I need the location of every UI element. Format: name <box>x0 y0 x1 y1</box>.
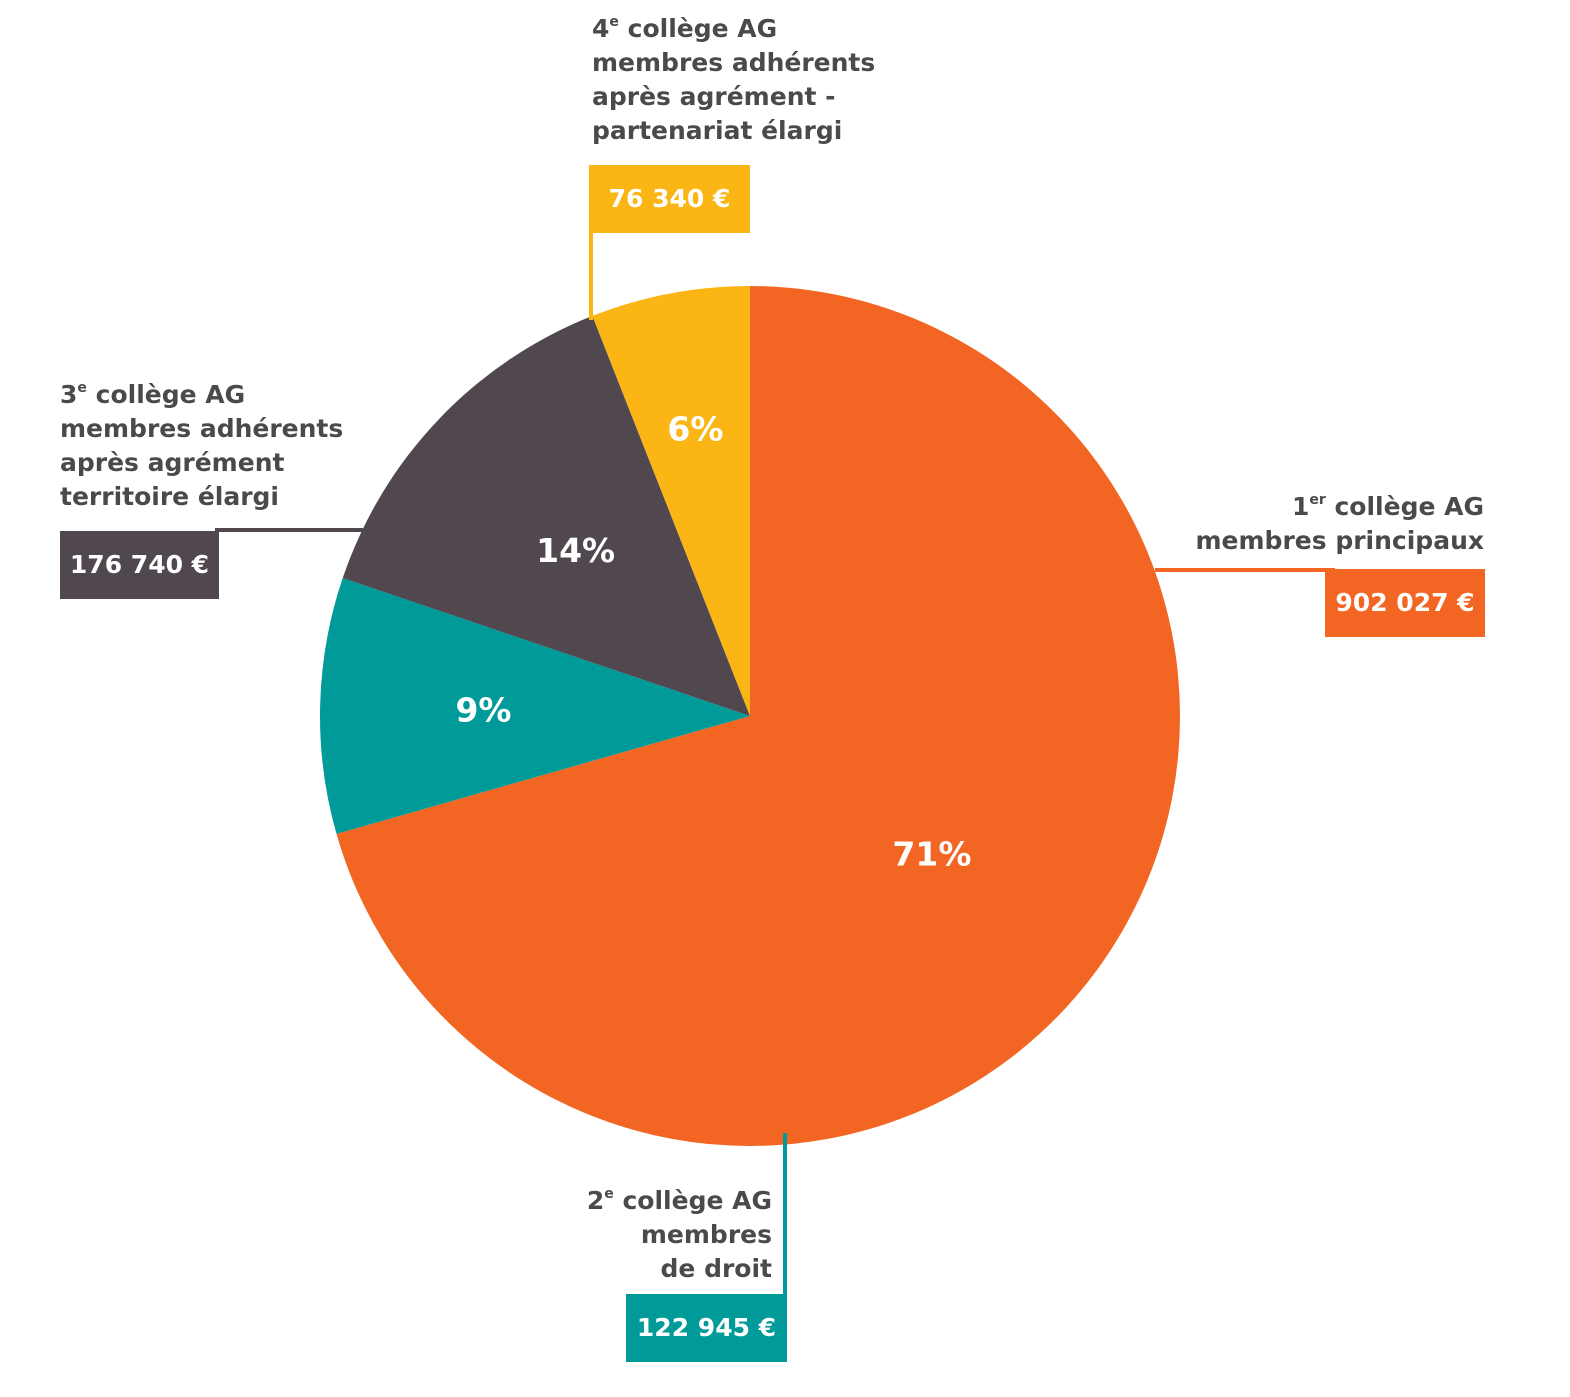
pie-slice-college-1 <box>336 286 1180 1146</box>
slice-label-college-3: 3e collège AG membres adhérents après ag… <box>60 379 344 511</box>
connector-line-college-4 <box>589 228 593 320</box>
pie-slice-college-2 <box>319 578 750 834</box>
pie-slice-college-3 <box>342 315 750 716</box>
value-box-college-2: 122 945 € <box>626 1294 787 1362</box>
value-box-college-4: 76 340 € <box>589 165 750 233</box>
connector-line-college-2 <box>783 1133 787 1298</box>
slice-label-college-1: 1er collège AG membres principaux <box>1195 491 1485 555</box>
percent-label-college-4: 6% <box>667 410 723 449</box>
value-box-college-1: 902 027 € <box>1325 569 1485 637</box>
value-box-college-3: 176 740 € <box>60 531 219 599</box>
connector-line-college-3 <box>215 528 363 532</box>
slice-label-college-4: 4e collège AG membres adhérents après ag… <box>592 13 876 145</box>
percent-label-college-1: 71% <box>892 834 971 873</box>
pie-slice-college-4 <box>592 286 750 716</box>
percent-label-college-3: 14% <box>536 531 615 570</box>
percent-label-college-2: 9% <box>455 690 511 729</box>
connector-line-college-1 <box>1155 568 1335 572</box>
slice-label-college-2: 2e collège AG membres de droit <box>586 1185 772 1283</box>
